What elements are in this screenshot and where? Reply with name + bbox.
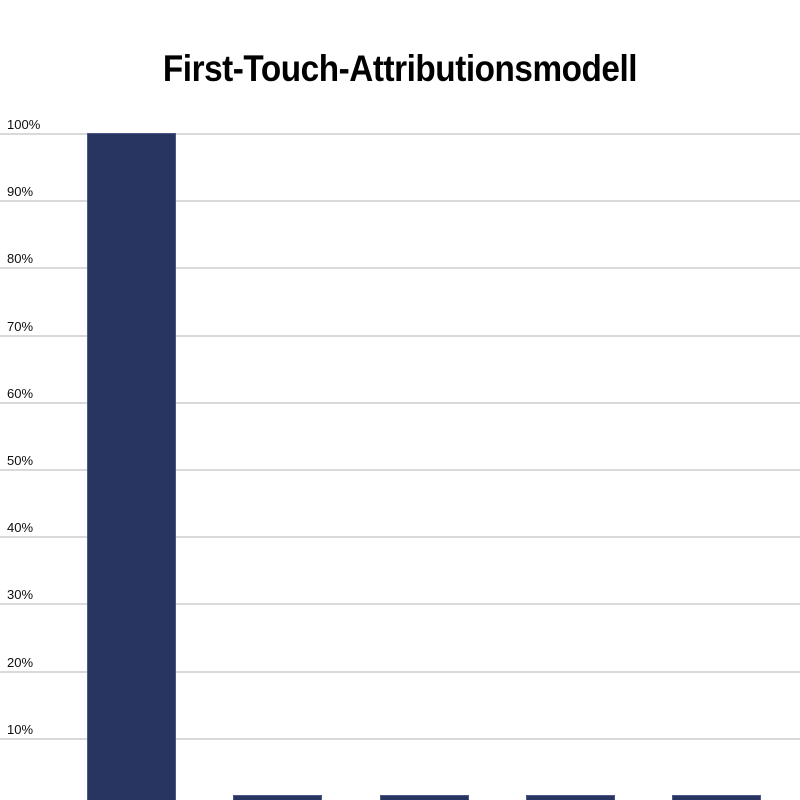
gridline [0, 401, 800, 404]
bar [86, 133, 176, 800]
y-axis-tick-label: 40% [7, 520, 34, 536]
y-axis-tick-label: 20% [7, 654, 34, 670]
bar [525, 794, 615, 800]
gridline [0, 536, 800, 539]
gridline [0, 334, 800, 337]
chart-title: First-Touch-Attributionsmodell [162, 48, 638, 89]
y-axis-tick-label: 70% [7, 318, 34, 334]
y-axis-tick-label: 80% [7, 251, 34, 267]
gridline [0, 267, 800, 270]
y-axis-tick-label: 50% [7, 453, 34, 468]
gridline [0, 737, 800, 740]
gridline [0, 469, 800, 471]
y-axis-tick-label: 30% [7, 587, 34, 603]
gridline [0, 603, 800, 606]
bar [672, 794, 762, 800]
y-axis-tick-label: 60% [7, 385, 34, 401]
bar [233, 794, 323, 800]
bar [379, 794, 469, 800]
y-axis-tick-label: 100% [7, 117, 41, 132]
gridline [0, 200, 800, 203]
y-axis-tick-label: 90% [7, 184, 34, 200]
gridline [0, 670, 800, 673]
y-axis-tick-label: 10% [7, 721, 34, 737]
gridline [0, 133, 800, 135]
